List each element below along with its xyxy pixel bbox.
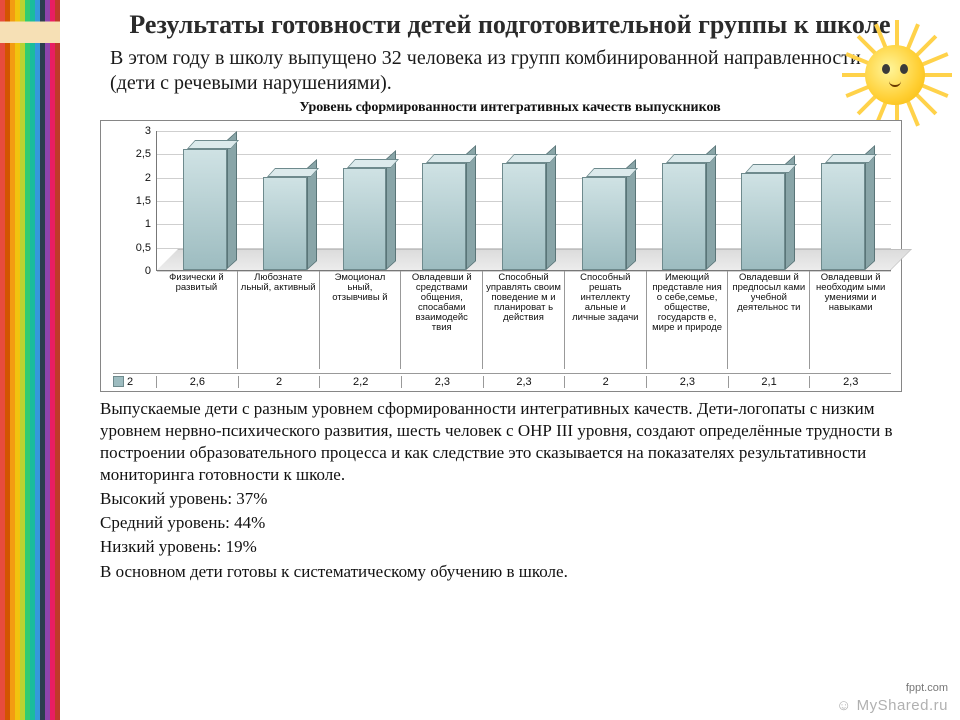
- data-row: 2 2,622,22,32,322,32,12,3: [113, 373, 891, 388]
- data-cell: 2: [564, 376, 646, 388]
- y-tick-label: 3: [101, 125, 151, 137]
- bar-slot: [404, 131, 484, 270]
- sun-decor: [840, 20, 950, 130]
- bars-group: [157, 131, 891, 270]
- bar-slot: [644, 131, 724, 270]
- x-axis-labels: Физически й развитыйЛюбознате льный, акт…: [156, 271, 891, 369]
- bar: [741, 173, 785, 270]
- x-axis-label: Овладевши й средствами общения, спосабам…: [400, 271, 482, 369]
- bar-slot: [165, 131, 245, 270]
- paragraph-analysis: Выпускаемые дети с разным уровнем сформи…: [100, 398, 920, 486]
- bar: [502, 163, 546, 270]
- x-axis-label: Способный решать интеллекту альные и лич…: [564, 271, 646, 369]
- bar: [183, 149, 227, 269]
- bar: [343, 168, 387, 270]
- y-tick-label: 0,5: [101, 242, 151, 254]
- legend: 2: [113, 376, 156, 388]
- x-axis-label: Овладевши й необходим ыми умениями и нав…: [809, 271, 891, 369]
- site-watermark: ☺ MyShared.ru: [836, 697, 948, 714]
- data-cell: 2,6: [156, 376, 238, 388]
- x-axis-label: Эмоционал ьный, отзывчивы й: [319, 271, 401, 369]
- chart-container: Уровень сформированности интегративных к…: [100, 100, 920, 392]
- fppt-watermark: fppt.com: [906, 682, 948, 694]
- bar: [821, 163, 865, 270]
- y-tick-label: 2: [101, 172, 151, 184]
- y-tick-label: 1,5: [101, 195, 151, 207]
- y-tick-label: 1: [101, 218, 151, 230]
- bar-slot: [723, 131, 803, 270]
- bar-chart: 0 0,5 1 1,5 2 2,5 3 Физически й развитыйЛюбозн…: [100, 120, 902, 392]
- plot-area: [156, 131, 891, 271]
- data-cell: 2,1: [728, 376, 810, 388]
- y-tick-label: 0: [101, 265, 151, 277]
- pencils-decor: [0, 0, 60, 720]
- level-mid: Средний уровень: 44%: [100, 512, 920, 534]
- lead-paragraph: В этом году в школу выпущено 32 человека…: [100, 46, 920, 96]
- page-title: Результаты готовности детей подготовител…: [100, 10, 920, 40]
- bar-slot: [325, 131, 405, 270]
- x-axis-label: Физически й развитый: [156, 271, 237, 369]
- pencil: [55, 0, 60, 720]
- bar-slot: [564, 131, 644, 270]
- body-text: Выпускаемые дети с разным уровнем сформи…: [100, 398, 920, 583]
- x-axis-label: Овладевши й предпосыл ками учебной деяте…: [727, 271, 809, 369]
- bar-slot: [803, 131, 883, 270]
- data-cell: 2,3: [809, 376, 891, 388]
- x-axis-label: Любознате льный, активный: [237, 271, 319, 369]
- x-axis-label: Способный управлять своим поведение м и …: [482, 271, 564, 369]
- level-high: Высокий уровень: 37%: [100, 488, 920, 510]
- bar-slot: [484, 131, 564, 270]
- data-cell: 2,2: [319, 376, 401, 388]
- bar: [662, 163, 706, 270]
- bar-slot: [245, 131, 325, 270]
- bar: [582, 177, 626, 270]
- series-label: 2: [127, 376, 133, 388]
- data-cell: 2,3: [646, 376, 728, 388]
- conclusion: В основном дети готовы к систематическом…: [100, 561, 920, 583]
- bar: [422, 163, 466, 270]
- slide: Результаты готовности детей подготовител…: [0, 0, 960, 720]
- legend-swatch: [113, 376, 124, 387]
- chart-title: Уровень сформированности интегративных к…: [100, 100, 920, 116]
- data-cell: 2: [238, 376, 320, 388]
- x-axis-label: Имеющий представле ния о себе,семье, общ…: [646, 271, 728, 369]
- y-tick-label: 2,5: [101, 148, 151, 160]
- level-low: Низкий уровень: 19%: [100, 536, 920, 558]
- data-cell: 2,3: [483, 376, 565, 388]
- data-cell: 2,3: [401, 376, 483, 388]
- bar: [263, 177, 307, 270]
